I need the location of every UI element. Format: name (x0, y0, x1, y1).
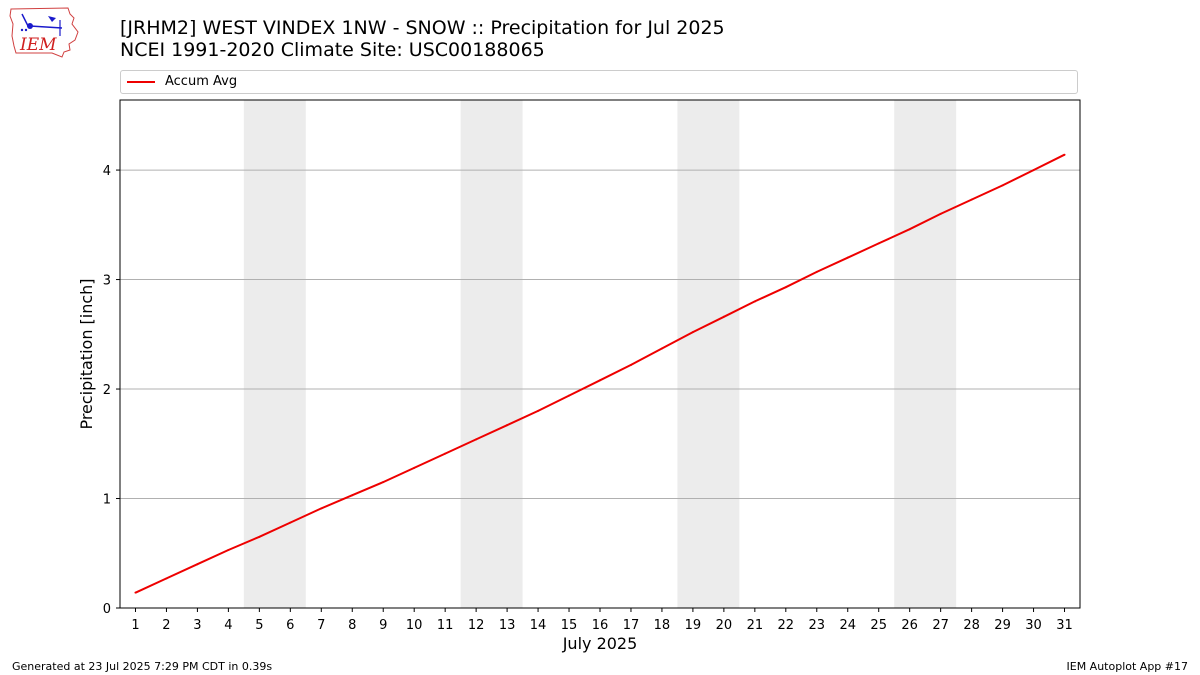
plot-frame (119, 99, 1081, 609)
data-point (1001, 184, 1004, 187)
x-tick-label: 21 (747, 618, 764, 633)
x-axis-label: July 2025 (562, 634, 638, 653)
x-tick-label: 7 (317, 618, 325, 633)
data-point (506, 424, 509, 427)
data-point (227, 548, 230, 551)
weekend-band (243, 100, 306, 608)
data-point (1032, 169, 1035, 172)
data-point (289, 521, 292, 524)
x-tick-label: 27 (932, 618, 949, 633)
logo-text: IEM (19, 35, 57, 55)
x-tick-label: 16 (592, 618, 609, 633)
x-tick-label: 19 (685, 618, 702, 633)
x-tick-label: 24 (839, 618, 856, 633)
data-point (815, 270, 818, 273)
data-point (320, 507, 323, 510)
legend: Accum Avg (120, 70, 1078, 94)
x-tick-label: 13 (499, 618, 516, 633)
data-point (165, 577, 168, 580)
data-point (568, 394, 571, 397)
data-point (939, 212, 942, 215)
title-line-2: NCEI 1991-2020 Climate Site: USC00188065 (120, 39, 545, 61)
data-point (970, 198, 973, 201)
data-point (629, 363, 632, 366)
weekend-band (677, 100, 740, 608)
data-point (908, 228, 911, 231)
y-tick-label: 3 (103, 274, 111, 289)
weekend-band (894, 100, 957, 608)
data-point (413, 466, 416, 469)
x-tick-label: 9 (379, 618, 387, 633)
x-tick-label: 20 (716, 618, 733, 633)
data-point (537, 409, 540, 412)
x-tick-label: 18 (654, 618, 671, 633)
x-tick-label: 1 (131, 618, 139, 633)
data-point (475, 438, 478, 441)
chart-title: [JRHM2] WEST VINDEX 1NW - SNOW :: Precip… (120, 17, 725, 61)
generated-timestamp: Generated at 23 Jul 2025 7:29 PM CDT in … (12, 660, 273, 673)
data-point (1063, 153, 1066, 156)
y-axis-label: Precipitation [inch] (77, 278, 96, 429)
data-point (351, 494, 354, 497)
data-point (258, 535, 261, 538)
data-point (134, 591, 137, 594)
data-point (599, 379, 601, 382)
x-tick-label: 23 (809, 618, 826, 633)
legend-label-accum-avg: Accum Avg (165, 74, 238, 89)
x-tick-label: 29 (994, 618, 1011, 633)
legend-swatch-accum-avg (127, 81, 155, 83)
x-tick-label: 12 (468, 618, 485, 633)
x-tick-label: 28 (963, 618, 980, 633)
y-tick-label: 2 (103, 383, 111, 398)
x-tick-label: 15 (561, 618, 578, 633)
x-tick-label: 22 (778, 618, 795, 633)
iem-logo-icon: IEM (8, 6, 80, 62)
y-tick-label: 4 (103, 164, 111, 179)
x-tick-label: 11 (437, 618, 454, 633)
data-point (784, 286, 787, 289)
data-point (846, 256, 849, 259)
data-point (753, 300, 756, 303)
data-point (382, 481, 385, 484)
x-tick-label: 30 (1025, 618, 1042, 633)
y-tick-label: 1 (103, 493, 111, 508)
y-tick-label: 0 (103, 602, 111, 617)
x-tick-label: 26 (901, 618, 918, 633)
x-tick-label: 10 (406, 618, 423, 633)
x-tick-label: 4 (224, 618, 232, 633)
x-tick-label: 3 (193, 618, 201, 633)
x-tick-label: 14 (530, 618, 547, 633)
data-point (722, 315, 725, 318)
weekend-band (460, 100, 523, 608)
data-point (660, 347, 663, 350)
x-tick-label: 25 (870, 618, 887, 633)
x-tick-label: 31 (1056, 618, 1073, 633)
x-tick-label: 8 (348, 618, 356, 633)
x-tick-label: 2 (162, 618, 170, 633)
data-point (691, 331, 694, 334)
data-point (444, 452, 447, 455)
app-credit: IEM Autoplot App #17 (1066, 660, 1189, 673)
x-tick-label: 17 (623, 618, 640, 633)
data-point (196, 563, 199, 566)
data-point (877, 242, 880, 245)
x-tick-label: 5 (255, 618, 263, 633)
x-tick-label: 6 (286, 618, 294, 633)
title-line-1: [JRHM2] WEST VINDEX 1NW - SNOW :: Precip… (120, 17, 725, 39)
